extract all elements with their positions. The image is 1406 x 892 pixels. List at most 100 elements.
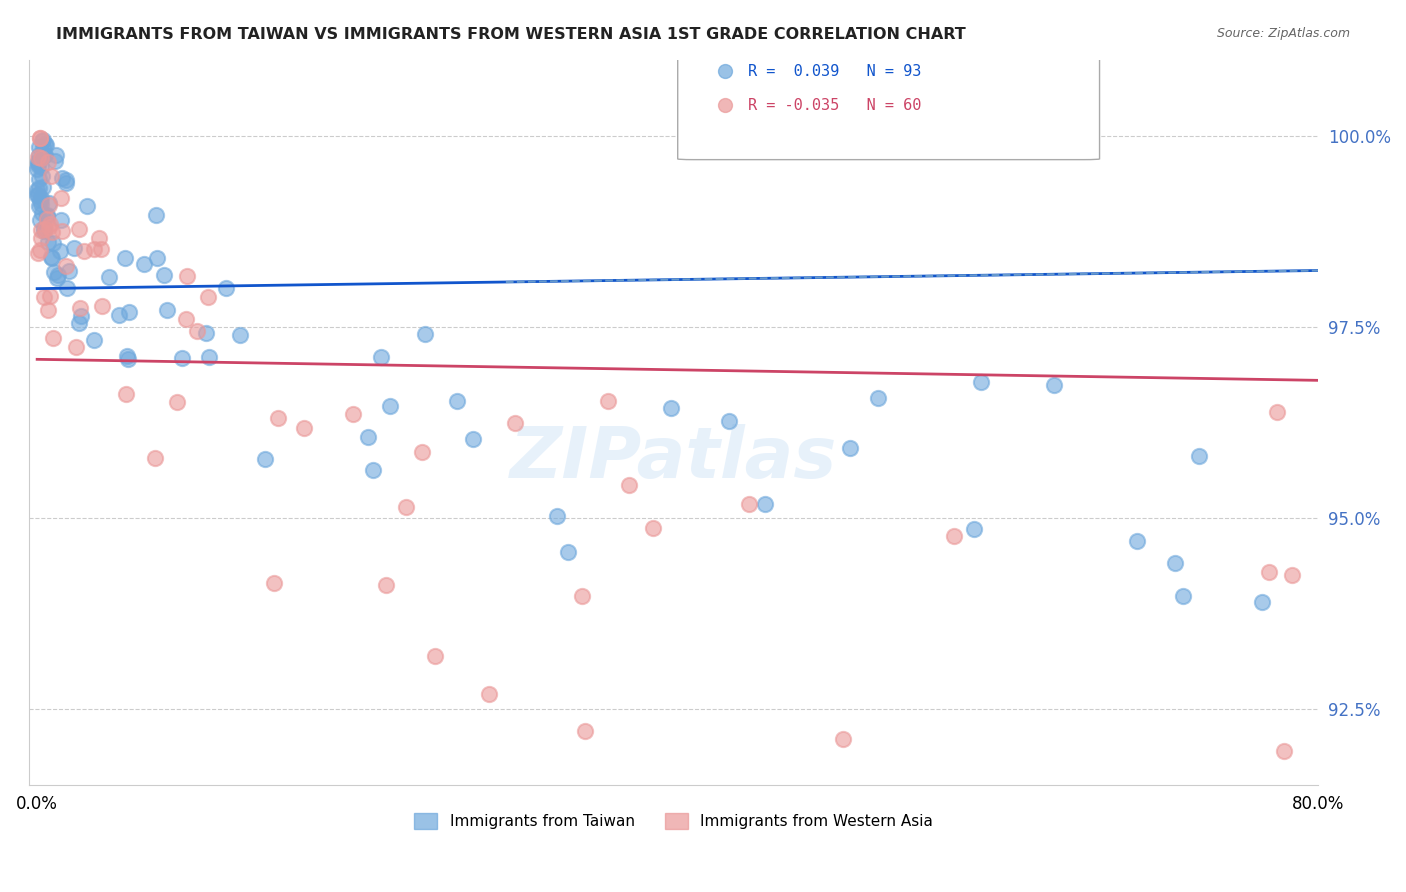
Immigrants from Western Asia (505, 417, 527, 431)
Immigrants from Taiwan (42, 265, 65, 279)
Immigrants from Taiwan (357, 430, 380, 444)
Immigrants from Taiwan (28, 199, 51, 213)
Immigrants from Western Asia (1265, 405, 1288, 419)
Immigrants from Taiwan (195, 326, 218, 340)
Immigrants from Western Asia (619, 478, 641, 492)
Immigrants from Taiwan (44, 153, 66, 168)
Immigrants from Western Asia (37, 155, 59, 169)
Immigrants from Taiwan (27, 156, 49, 170)
Immigrants from Taiwan (37, 235, 59, 249)
Immigrants from Western Asia (30, 243, 52, 257)
FancyBboxPatch shape (678, 51, 1099, 160)
Immigrants from Western Asia (65, 340, 87, 354)
Immigrants from Western Asia (41, 225, 63, 239)
Immigrants from Western Asia (643, 520, 665, 534)
Point (713, 64, 735, 78)
Immigrants from Taiwan (34, 137, 56, 152)
Immigrants from Western Asia (176, 268, 198, 283)
Immigrants from Western Asia (35, 211, 58, 226)
Immigrants from Western Asia (34, 290, 56, 304)
Immigrants from Taiwan (31, 169, 53, 183)
Text: R =  0.039   N = 93: R = 0.039 N = 93 (748, 63, 921, 78)
Immigrants from Taiwan (76, 198, 98, 212)
Text: ZIPatlas: ZIPatlas (510, 424, 838, 493)
Immigrants from Western Asia (49, 190, 72, 204)
Immigrants from Western Asia (294, 421, 316, 435)
Immigrants from Western Asia (1281, 568, 1303, 582)
Immigrants from Taiwan (970, 375, 993, 389)
Immigrants from Taiwan (557, 545, 579, 559)
Immigrants from Western Asia (1272, 744, 1295, 758)
Immigrants from Taiwan (146, 251, 169, 265)
Immigrants from Western Asia (166, 395, 188, 409)
Immigrants from Taiwan (97, 269, 120, 284)
Immigrants from Western Asia (72, 244, 94, 258)
Immigrants from Taiwan (370, 350, 392, 364)
Immigrants from Taiwan (31, 179, 53, 194)
Immigrants from Taiwan (153, 268, 176, 282)
Immigrants from Taiwan (56, 281, 79, 295)
Immigrants from Taiwan (117, 351, 139, 366)
Immigrants from Western Asia (38, 219, 60, 234)
Immigrants from Taiwan (107, 308, 129, 322)
Immigrants from Western Asia (51, 224, 73, 238)
Immigrants from Western Asia (37, 302, 59, 317)
Immigrants from Taiwan (51, 171, 73, 186)
Immigrants from Taiwan (30, 196, 52, 211)
Immigrants from Western Asia (38, 197, 60, 211)
Immigrants from Taiwan (115, 349, 138, 363)
Point (713, 98, 735, 112)
Immigrants from Taiwan (1251, 595, 1274, 609)
Immigrants from Taiwan (25, 183, 48, 197)
Immigrants from Taiwan (1126, 534, 1149, 549)
Immigrants from Taiwan (32, 148, 55, 162)
Immigrants from Taiwan (41, 252, 63, 266)
Immigrants from Western Asia (596, 394, 619, 409)
Immigrants from Taiwan (31, 134, 53, 148)
Immigrants from Western Asia (28, 131, 51, 145)
Immigrants from Western Asia (69, 301, 91, 315)
Immigrants from Western Asia (27, 246, 49, 260)
Immigrants from Taiwan (839, 441, 862, 455)
Immigrants from Taiwan (27, 188, 49, 202)
Immigrants from Taiwan (145, 208, 167, 222)
Immigrants from Western Asia (145, 451, 167, 466)
Immigrants from Taiwan (717, 414, 740, 428)
Immigrants from Taiwan (55, 176, 77, 190)
Immigrants from Taiwan (197, 350, 219, 364)
Immigrants from Taiwan (963, 522, 986, 536)
Immigrants from Western Asia (55, 259, 77, 273)
Immigrants from Taiwan (37, 209, 59, 223)
Immigrants from Taiwan (45, 148, 67, 162)
Immigrants from Taiwan (118, 305, 141, 319)
Immigrants from Taiwan (34, 137, 56, 152)
Immigrants from Western Asia (342, 407, 364, 421)
Immigrants from Taiwan (1171, 589, 1194, 603)
Immigrants from Western Asia (267, 410, 290, 425)
Immigrants from Taiwan (49, 212, 72, 227)
Text: IMMIGRANTS FROM TAIWAN VS IMMIGRANTS FROM WESTERN ASIA 1ST GRADE CORRELATION CHA: IMMIGRANTS FROM TAIWAN VS IMMIGRANTS FRO… (56, 27, 966, 42)
Immigrants from Western Asia (186, 324, 208, 338)
Immigrants from Taiwan (215, 281, 238, 295)
Immigrants from Taiwan (28, 213, 51, 227)
Immigrants from Western Asia (114, 386, 136, 401)
Immigrants from Western Asia (574, 724, 596, 739)
Immigrants from Taiwan (42, 235, 65, 250)
Immigrants from Taiwan (170, 351, 193, 365)
Immigrants from Taiwan (83, 333, 105, 347)
Immigrants from Taiwan (32, 221, 55, 235)
Immigrants from Taiwan (58, 264, 80, 278)
Immigrants from Taiwan (32, 133, 55, 147)
Immigrants from Taiwan (28, 181, 51, 195)
Immigrants from Taiwan (63, 241, 86, 255)
Immigrants from Western Asia (1258, 565, 1281, 579)
Immigrants from Western Asia (943, 529, 966, 543)
Immigrants from Western Asia (411, 445, 433, 459)
Immigrants from Western Asia (39, 169, 62, 183)
Immigrants from Taiwan (48, 268, 70, 283)
Text: R = -0.035   N = 60: R = -0.035 N = 60 (748, 98, 921, 113)
Immigrants from Taiwan (45, 270, 67, 285)
Immigrants from Taiwan (380, 399, 402, 413)
Immigrants from Taiwan (39, 250, 62, 264)
Immigrants from Western Asia (90, 242, 112, 256)
